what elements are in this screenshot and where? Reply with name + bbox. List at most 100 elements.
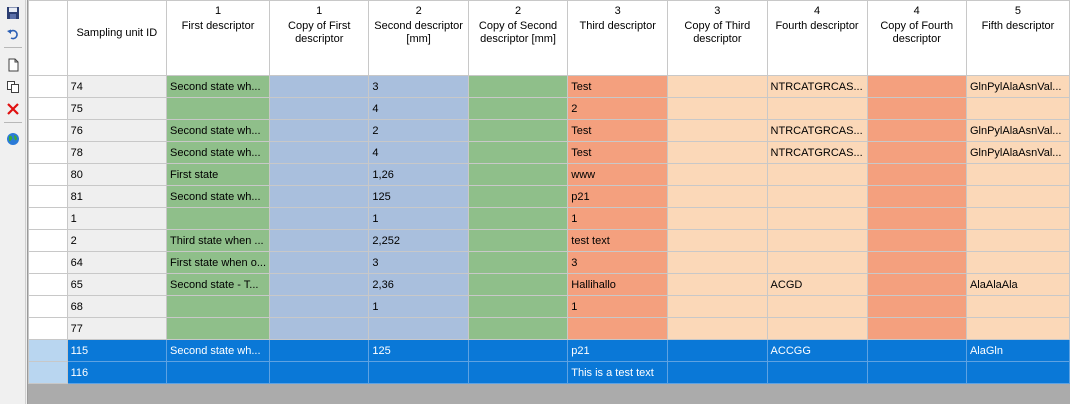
descriptor-cell[interactable]: Second state wh...	[166, 119, 270, 142]
descriptor-cell[interactable]	[965, 361, 1070, 384]
descriptor-cell[interactable]	[766, 317, 868, 340]
descriptor-cell[interactable]	[368, 317, 469, 340]
column-header[interactable]: 3 Third descriptor	[567, 0, 669, 76]
descriptor-cell[interactable]: NTRCATGRCAS...	[766, 75, 868, 98]
table-row[interactable]: 81 Second state wh... 125 p21	[28, 185, 1070, 208]
descriptor-cell[interactable]	[268, 273, 370, 296]
column-header[interactable]: 1 First descriptor	[166, 0, 270, 76]
sampling-unit-id-cell[interactable]: 1	[66, 207, 168, 230]
table-row[interactable]: 77	[28, 317, 1070, 340]
descriptor-cell[interactable]	[268, 295, 370, 318]
column-header[interactable]: 4 Copy of Fourth descriptor	[866, 0, 967, 76]
undo-icon[interactable]	[4, 25, 22, 43]
descriptor-cell[interactable]	[965, 97, 1070, 120]
row-header[interactable]	[28, 339, 68, 362]
descriptor-cell[interactable]	[667, 229, 768, 252]
descriptor-cell[interactable]: 125	[368, 185, 469, 208]
row-header[interactable]	[28, 207, 68, 230]
descriptor-cell[interactable]	[965, 185, 1070, 208]
descriptor-cell[interactable]: 3	[368, 75, 469, 98]
descriptor-cell[interactable]: Second state wh...	[166, 141, 270, 164]
descriptor-cell[interactable]	[467, 163, 569, 186]
column-header[interactable]: 1 Copy of First descriptor	[268, 0, 370, 76]
column-header[interactable]: Sampling unit ID	[66, 0, 168, 76]
descriptor-cell[interactable]	[766, 251, 868, 274]
descriptor-cell[interactable]	[965, 317, 1070, 340]
descriptor-cell[interactable]: 3	[368, 251, 469, 274]
descriptor-cell[interactable]: 1	[368, 295, 469, 318]
delete-icon[interactable]	[4, 100, 22, 118]
descriptor-cell[interactable]	[268, 141, 370, 164]
sampling-unit-id-cell[interactable]: 80	[66, 163, 168, 186]
descriptor-cell[interactable]	[866, 141, 967, 164]
descriptor-cell[interactable]	[866, 361, 967, 384]
descriptor-cell[interactable]	[667, 75, 768, 98]
descriptor-cell[interactable]	[268, 119, 370, 142]
descriptor-cell[interactable]	[268, 361, 370, 384]
descriptor-cell[interactable]	[766, 185, 868, 208]
table-row[interactable]: 115 Second state wh... 125 p21 ACCGG AlaGln	[28, 339, 1070, 362]
descriptor-cell[interactable]	[667, 141, 768, 164]
descriptor-cell[interactable]: Hallihallo	[567, 273, 669, 296]
descriptor-cell[interactable]: 1	[567, 295, 669, 318]
descriptor-cell[interactable]: 4	[368, 141, 469, 164]
descriptor-cell[interactable]: 1	[368, 207, 469, 230]
descriptor-cell[interactable]: GlnPylAlaAsnVal...	[965, 75, 1070, 98]
descriptor-cell[interactable]: Second state wh...	[166, 339, 270, 362]
descriptor-cell[interactable]: 1,26	[368, 163, 469, 186]
row-header[interactable]	[28, 317, 68, 340]
descriptor-cell[interactable]	[467, 295, 569, 318]
descriptor-cell[interactable]	[766, 295, 868, 318]
row-header[interactable]	[28, 229, 68, 252]
descriptor-cell[interactable]	[766, 97, 868, 120]
table-row[interactable]: 116 This is a test text	[28, 361, 1070, 384]
descriptor-cell[interactable]	[965, 229, 1070, 252]
descriptor-cell[interactable]: GlnPylAlaAsnVal...	[965, 141, 1070, 164]
descriptor-cell[interactable]	[866, 185, 967, 208]
sampling-unit-id-cell[interactable]: 2	[66, 229, 168, 252]
descriptor-cell[interactable]: p21	[567, 339, 669, 362]
table-row[interactable]: 76 Second state wh... 2 Test NTRCATGRCAS... G…	[28, 119, 1070, 142]
descriptor-cell[interactable]	[866, 229, 967, 252]
table-row[interactable]: 74 Second state wh... 3 Test NTRCATGRCAS... G…	[28, 75, 1070, 98]
row-header[interactable]	[28, 295, 68, 318]
descriptor-cell[interactable]: 2	[368, 119, 469, 142]
descriptor-cell[interactable]	[166, 317, 270, 340]
descriptor-cell[interactable]	[667, 207, 768, 230]
sampling-unit-id-cell[interactable]: 76	[66, 119, 168, 142]
descriptor-cell[interactable]	[567, 317, 669, 340]
column-header[interactable]: 5 Fifth descriptor	[965, 0, 1070, 76]
descriptor-cell[interactable]: 1	[567, 207, 669, 230]
descriptor-cell[interactable]: 3	[567, 251, 669, 274]
descriptor-cell[interactable]	[866, 317, 967, 340]
descriptor-cell[interactable]: NTRCATGRCAS...	[766, 119, 868, 142]
descriptor-cell[interactable]	[766, 163, 868, 186]
descriptor-cell[interactable]	[467, 317, 569, 340]
sampling-unit-id-cell[interactable]: 68	[66, 295, 168, 318]
corner-cell[interactable]	[28, 0, 68, 76]
descriptor-cell[interactable]	[368, 361, 469, 384]
descriptor-cell[interactable]	[866, 119, 967, 142]
sampling-unit-id-cell[interactable]: 116	[66, 361, 168, 384]
descriptor-cell[interactable]: 2	[567, 97, 669, 120]
descriptor-cell[interactable]: test text	[567, 229, 669, 252]
descriptor-cell[interactable]	[965, 295, 1070, 318]
sampling-unit-id-cell[interactable]: 65	[66, 273, 168, 296]
descriptor-cell[interactable]	[268, 163, 370, 186]
row-header[interactable]	[28, 75, 68, 98]
descriptor-cell[interactable]	[965, 163, 1070, 186]
table-row[interactable]: 75 4 2	[28, 97, 1070, 120]
descriptor-cell[interactable]	[667, 251, 768, 274]
descriptor-cell[interactable]	[467, 97, 569, 120]
descriptor-cell[interactable]: GlnPylAlaAsnVal...	[965, 119, 1070, 142]
row-header[interactable]	[28, 97, 68, 120]
descriptor-cell[interactable]	[667, 361, 768, 384]
descriptor-cell[interactable]	[268, 207, 370, 230]
descriptor-cell[interactable]	[866, 251, 967, 274]
descriptor-cell[interactable]	[467, 339, 569, 362]
descriptor-cell[interactable]	[467, 207, 569, 230]
descriptor-cell[interactable]	[866, 339, 967, 362]
sampling-unit-id-cell[interactable]: 78	[66, 141, 168, 164]
table-row[interactable]: 68 1 1	[28, 295, 1070, 318]
descriptor-cell[interactable]: 2,36	[368, 273, 469, 296]
